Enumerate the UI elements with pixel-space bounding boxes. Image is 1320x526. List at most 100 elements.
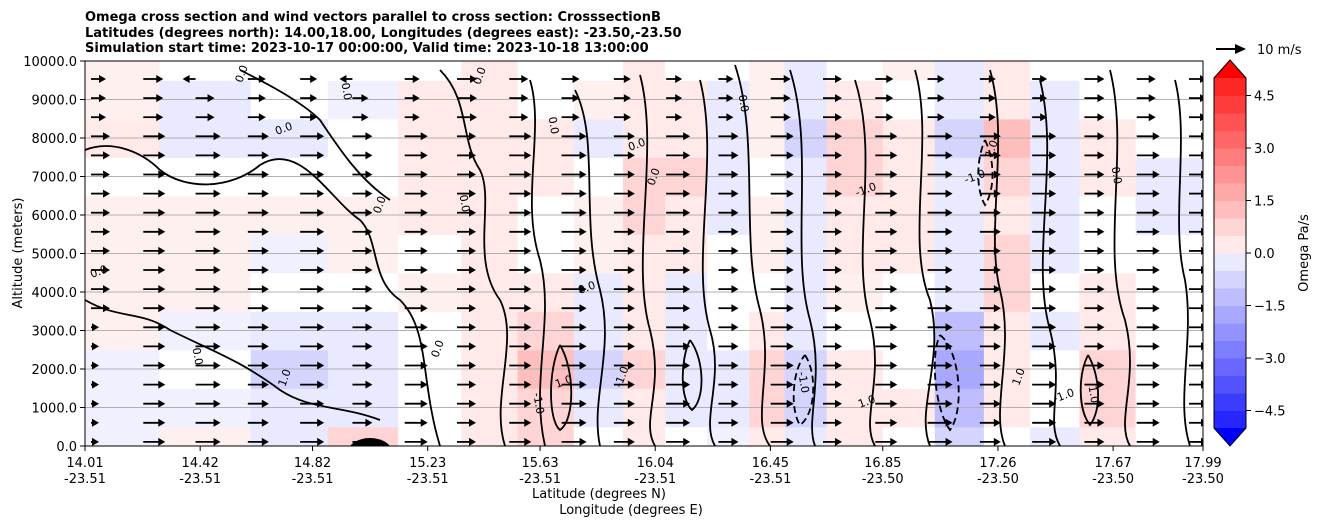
wind-vector-arrow <box>195 342 221 351</box>
wind-vector-arrow <box>91 304 110 313</box>
wind-vector-arrow <box>613 323 635 332</box>
wind-vector-arrow <box>666 323 691 332</box>
wind-vector-arrow <box>457 208 476 217</box>
contour-label: -1.0 <box>530 392 547 415</box>
wind-vector-arrow <box>457 246 476 255</box>
wind-vector-arrow <box>666 380 691 389</box>
wind-vector-arrow <box>823 132 842 141</box>
colorbar-segment <box>1214 305 1246 324</box>
wind-vector-arrow <box>1032 170 1057 179</box>
wind-vector-arrow <box>666 189 691 198</box>
wind-vector-arrow <box>195 437 221 446</box>
wind-vector-arrow <box>457 227 476 236</box>
wind-vector-arrow <box>718 113 734 122</box>
wind-vector-arrow <box>613 94 631 103</box>
wind-vector-arrow <box>823 342 842 351</box>
wind-vector-arrow <box>979 132 1001 141</box>
wind-vector-arrow <box>979 189 1001 198</box>
wind-vector-arrow <box>457 170 476 179</box>
wind-vector-arrow <box>1084 304 1105 313</box>
omega-cell <box>1079 61 1137 81</box>
wind-vector-arrow <box>823 437 842 446</box>
wind-vector-arrow <box>770 361 794 370</box>
chart-title-line-3: Simulation start time: 2023-10-17 00:00:… <box>85 41 649 56</box>
wind-vector-arrow <box>195 170 221 179</box>
colorbar-segment <box>1214 183 1246 201</box>
wind-vector-arrow <box>1136 170 1160 179</box>
x-tick-label-lat: 16.04 <box>637 456 674 471</box>
y-tick-label: 1000.0 <box>32 402 78 417</box>
wind-vector-arrow <box>509 189 532 198</box>
wind-vector-arrow <box>927 399 953 408</box>
wind-vector-arrow <box>143 323 166 332</box>
wind-vector-arrow <box>457 399 476 408</box>
wind-vector-arrow <box>143 380 166 389</box>
contour-label: 0.0 <box>645 166 663 187</box>
wind-vector-arrow <box>91 113 106 122</box>
wind-vector-arrow <box>875 94 894 103</box>
wind-vector-arrow <box>91 75 106 83</box>
wind-vector-arrow <box>247 399 269 408</box>
wind-vector-arrow <box>927 323 953 332</box>
wind-vector-arrow <box>404 132 428 141</box>
wind-vector-arrow <box>91 266 110 274</box>
wind-vector-arrow <box>457 132 476 141</box>
wind-vector-arrow <box>509 170 532 179</box>
wind-vector-arrow <box>927 75 945 83</box>
wind-vector-arrow <box>143 227 166 236</box>
contour-line <box>1109 69 1131 446</box>
wind-vector-arrow <box>509 94 529 103</box>
omega-cell <box>826 61 884 81</box>
contour-line <box>639 74 656 446</box>
wind-vector-arrow <box>718 285 739 294</box>
wind-vector-arrow <box>979 170 1001 179</box>
wind-vector-arrow <box>561 361 587 370</box>
wind-vector-arrow <box>404 266 428 274</box>
wind-vector-arrow <box>770 380 794 389</box>
wind-vector-arrow <box>195 132 221 141</box>
wind-vector-arrow <box>352 285 373 294</box>
x-tick-label-lat: 14.82 <box>294 456 331 471</box>
wind-vector-arrow <box>1032 75 1048 83</box>
wind-vector-arrow <box>143 437 166 446</box>
wind-vector-arrow <box>875 342 898 351</box>
wind-vector-arrow <box>1032 227 1057 236</box>
wind-vector-arrow <box>666 75 683 83</box>
wind-vector-arrow <box>509 399 532 408</box>
colorbar-segment <box>1214 235 1246 254</box>
colorbar-segment <box>1214 165 1246 184</box>
wind-vector-arrow <box>718 151 739 160</box>
wind-vector-arrow <box>718 266 739 274</box>
wind-vector-arrow <box>1136 399 1160 408</box>
wind-vector-arrow <box>91 418 99 427</box>
wind-vector-arrow <box>561 380 587 389</box>
omega-cell <box>983 61 1031 81</box>
wind-vector-arrow <box>352 189 373 198</box>
colorbar-segment <box>1214 113 1246 131</box>
wind-vector-arrow <box>1136 285 1160 294</box>
wind-vector-arrow <box>770 437 794 446</box>
wind-vector-arrow <box>404 304 428 313</box>
wind-vector-arrow <box>1084 380 1105 389</box>
wind-vector-arrow <box>457 437 476 446</box>
wind-vector-arrow <box>770 94 791 103</box>
wind-vector-arrow <box>875 304 898 313</box>
wind-vector-arrow <box>666 342 691 351</box>
wind-vector-arrow <box>195 361 221 370</box>
wind-vector-arrow <box>927 342 953 351</box>
wind-vector-arrow <box>666 266 691 274</box>
wind-vector-arrow <box>875 380 898 389</box>
wind-vector-arrow <box>143 208 166 217</box>
y-axis-label: Altitude (meters) <box>11 198 26 309</box>
wind-vector-arrow <box>1189 113 1203 122</box>
x-axis-label-longitude: Longitude (degrees E) <box>559 503 703 518</box>
contour-label: 0.0 <box>736 94 752 113</box>
wind-vector-arrow <box>927 361 953 370</box>
omega-cell <box>749 426 786 446</box>
wind-vector-arrow <box>1032 151 1057 160</box>
wind-vector-arrow <box>195 151 221 160</box>
wind-vector-arrow <box>247 418 269 427</box>
x-tick-label-lon: -23.51 <box>64 472 106 487</box>
wind-vector-arrow <box>509 418 532 427</box>
wind-vector-arrow <box>823 361 842 370</box>
